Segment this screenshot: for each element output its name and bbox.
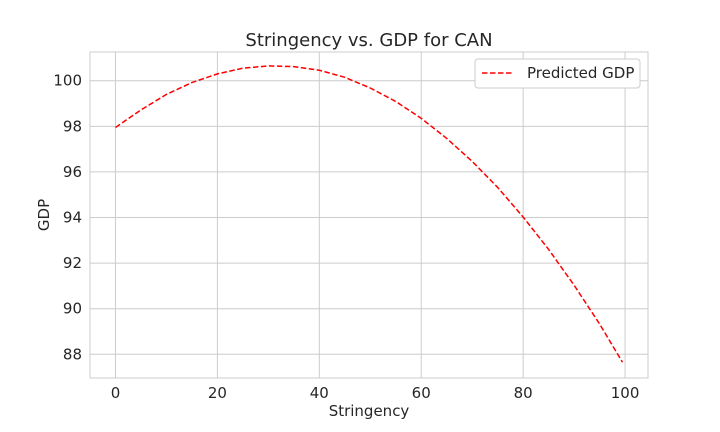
- x-tick-label: 40: [310, 384, 329, 402]
- x-tick-label: 60: [412, 384, 431, 402]
- y-tick-label: 94: [63, 209, 82, 227]
- y-tick-label: 90: [63, 300, 82, 318]
- chart-title: Stringency vs. GDP for CAN: [245, 30, 492, 51]
- x-tick-label: 100: [611, 384, 640, 402]
- legend-label: Predicted GDP: [527, 64, 634, 82]
- y-tick-label: 92: [63, 254, 82, 272]
- x-axis-label: Stringency: [329, 402, 410, 420]
- y-tick-label: 88: [63, 345, 82, 363]
- x-tick-label: 80: [514, 384, 533, 402]
- plot-area: [89, 51, 649, 379]
- series-group: [115, 65, 624, 363]
- y-tick-label: 96: [63, 163, 82, 181]
- x-tick-label: 0: [111, 384, 121, 402]
- legend: Predicted GDP: [474, 58, 641, 89]
- y-axis-label: GDP: [35, 199, 53, 231]
- series-line-predicted-gdp: [115, 65, 624, 363]
- y-axis-ticks: 88 90 92 94 96 98 100: [53, 72, 82, 364]
- x-axis-ticks: 0 20 40 60 80 100: [111, 384, 640, 402]
- y-tick-label: 100: [53, 72, 82, 90]
- y-tick-label: 98: [63, 117, 82, 135]
- legend-box: [474, 58, 641, 89]
- x-tick-label: 20: [208, 384, 227, 402]
